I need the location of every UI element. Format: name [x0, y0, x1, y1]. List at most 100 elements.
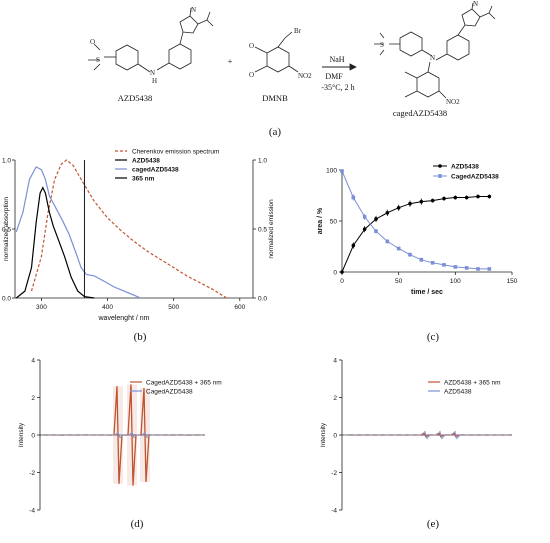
y-tick-label: 50 [330, 219, 338, 226]
legend-label: Cherenkov emission spectrum [132, 149, 219, 156]
x-tick-label: 300 [36, 304, 47, 311]
epr-peak [128, 431, 138, 439]
data-point [385, 239, 390, 244]
dmnb-o-label: O [249, 42, 254, 50]
y-tick-label-right: 0.0 [258, 296, 267, 303]
azd5438-fit-curve [341, 196, 490, 273]
legend-label: cagedAZD5438 [132, 167, 179, 174]
data-point [385, 211, 390, 215]
spectra-chart: 300 400 500 600 0.0 0.5 1.0 0.0 0.5 1.0 wavelenght… [2, 149, 275, 323]
dmnb-br-label: Br [294, 27, 302, 35]
data-point [396, 246, 401, 251]
y-tick-label: 2 [31, 395, 35, 402]
azd5438-compound-label: AZD5438 [118, 93, 152, 103]
data-point [430, 198, 435, 203]
azd-n-label: N [191, 6, 196, 14]
data-point [396, 205, 401, 210]
y-tick-label-left: 1.0 [2, 158, 11, 165]
data-point [419, 257, 424, 262]
dmnb-o2-label: O [249, 71, 254, 79]
legend-marker [438, 174, 442, 178]
y-axis-label-right: normalized emission [268, 199, 275, 259]
y-axis-label: area / % [317, 207, 324, 234]
y-tick-label: -4 [29, 508, 35, 515]
data-point [362, 215, 367, 219]
epr-chart-caged: -4 -2 0 2 4 Intensity CagedAZD5438 + 365 nm Cag… [18, 358, 222, 515]
legend-label: AZD5438 [132, 158, 160, 165]
legend-label: AZD5438 [451, 164, 479, 171]
y-tick-label: 4 [31, 358, 35, 365]
x-tick-label: 50 [395, 278, 403, 285]
reagent-label: NaH [329, 55, 344, 64]
reaction-scheme [88, 2, 496, 99]
data-point [408, 252, 412, 257]
legend-label: AZD5438 + 365 nm [444, 380, 501, 387]
y-axis-label-left: normalized absorption [3, 197, 10, 261]
epr-peak [113, 386, 123, 484]
x-axis-label: time / sec [411, 289, 443, 296]
epr-peak [114, 431, 124, 439]
data-point [476, 194, 480, 199]
epr-peak [141, 431, 151, 439]
legend-label: CagedAZD5438 [146, 389, 193, 396]
peak-band [113, 386, 123, 484]
legend-label: CagedAZD5438 [451, 174, 499, 181]
data-point [476, 267, 480, 271]
legend-marker [438, 164, 442, 168]
y-tick-label: -4 [331, 508, 337, 515]
y-tick-label: 4 [333, 358, 337, 365]
y-tick-label: 0 [333, 270, 337, 277]
temperature-time-label: -35°C, 2 h [321, 83, 354, 92]
caged-azd5438-curve [15, 166, 141, 299]
azd-amine-n-label: N [150, 69, 155, 77]
epr-peak [127, 384, 137, 486]
reaction-arrow [322, 63, 357, 71]
x-tick-label: 400 [102, 304, 113, 311]
azd5438-structure [88, 7, 214, 73]
caged-azd5438-structure [374, 2, 496, 99]
scheme-labels: N N H S O Br NO2 O O N N S NO2 [90, 0, 478, 106]
panel-label-e: (e) [427, 518, 440, 530]
azd5438-curve [15, 186, 95, 299]
solvent-label: DMF [325, 72, 343, 81]
data-point [351, 195, 356, 200]
y-tick-label: -2 [29, 470, 35, 477]
y-tick-label: 0 [31, 433, 35, 440]
data-point [340, 169, 344, 173]
data-point [487, 194, 492, 199]
kinetics-chart: 0 50 100 150 0 50 100 time / sec area / % AZD5438… [317, 164, 518, 297]
panel-label-d: (d) [131, 518, 144, 530]
y-axis-label: Intensity [320, 422, 327, 447]
y-tick-label-left: 0.5 [2, 227, 11, 234]
epr-peak [436, 430, 446, 440]
data-point [442, 196, 446, 201]
data-point [487, 267, 492, 271]
data-point [419, 199, 424, 204]
data-point [442, 263, 446, 267]
data-point [453, 195, 458, 200]
data-point [374, 229, 378, 233]
data-point [374, 217, 378, 221]
x-axis-label: wavelenght / nm [98, 315, 150, 322]
caged-s-label: S [380, 41, 384, 49]
x-tick-label: 100 [450, 278, 461, 285]
cherenkov-curve [30, 159, 227, 299]
azd-s-label: S [96, 56, 100, 64]
data-point [453, 265, 458, 269]
y-tick-label: 2 [333, 395, 337, 402]
caged-no2-label: NO2 [446, 98, 460, 106]
legend-label: 365 nm [132, 176, 155, 183]
data-point [340, 270, 344, 274]
data-point [464, 266, 469, 270]
y-axis-label: Intensity [18, 422, 25, 447]
peak-band [127, 384, 137, 486]
azd-amine-h-label: H [152, 77, 157, 85]
y-tick-label: 0 [333, 433, 337, 440]
x-tick-label: 600 [234, 304, 245, 311]
epr-peak [451, 430, 461, 440]
x-tick-label: 500 [168, 304, 179, 311]
legend-label: AZD5438 [444, 389, 472, 396]
data-point [362, 227, 367, 231]
data-point [351, 243, 356, 248]
